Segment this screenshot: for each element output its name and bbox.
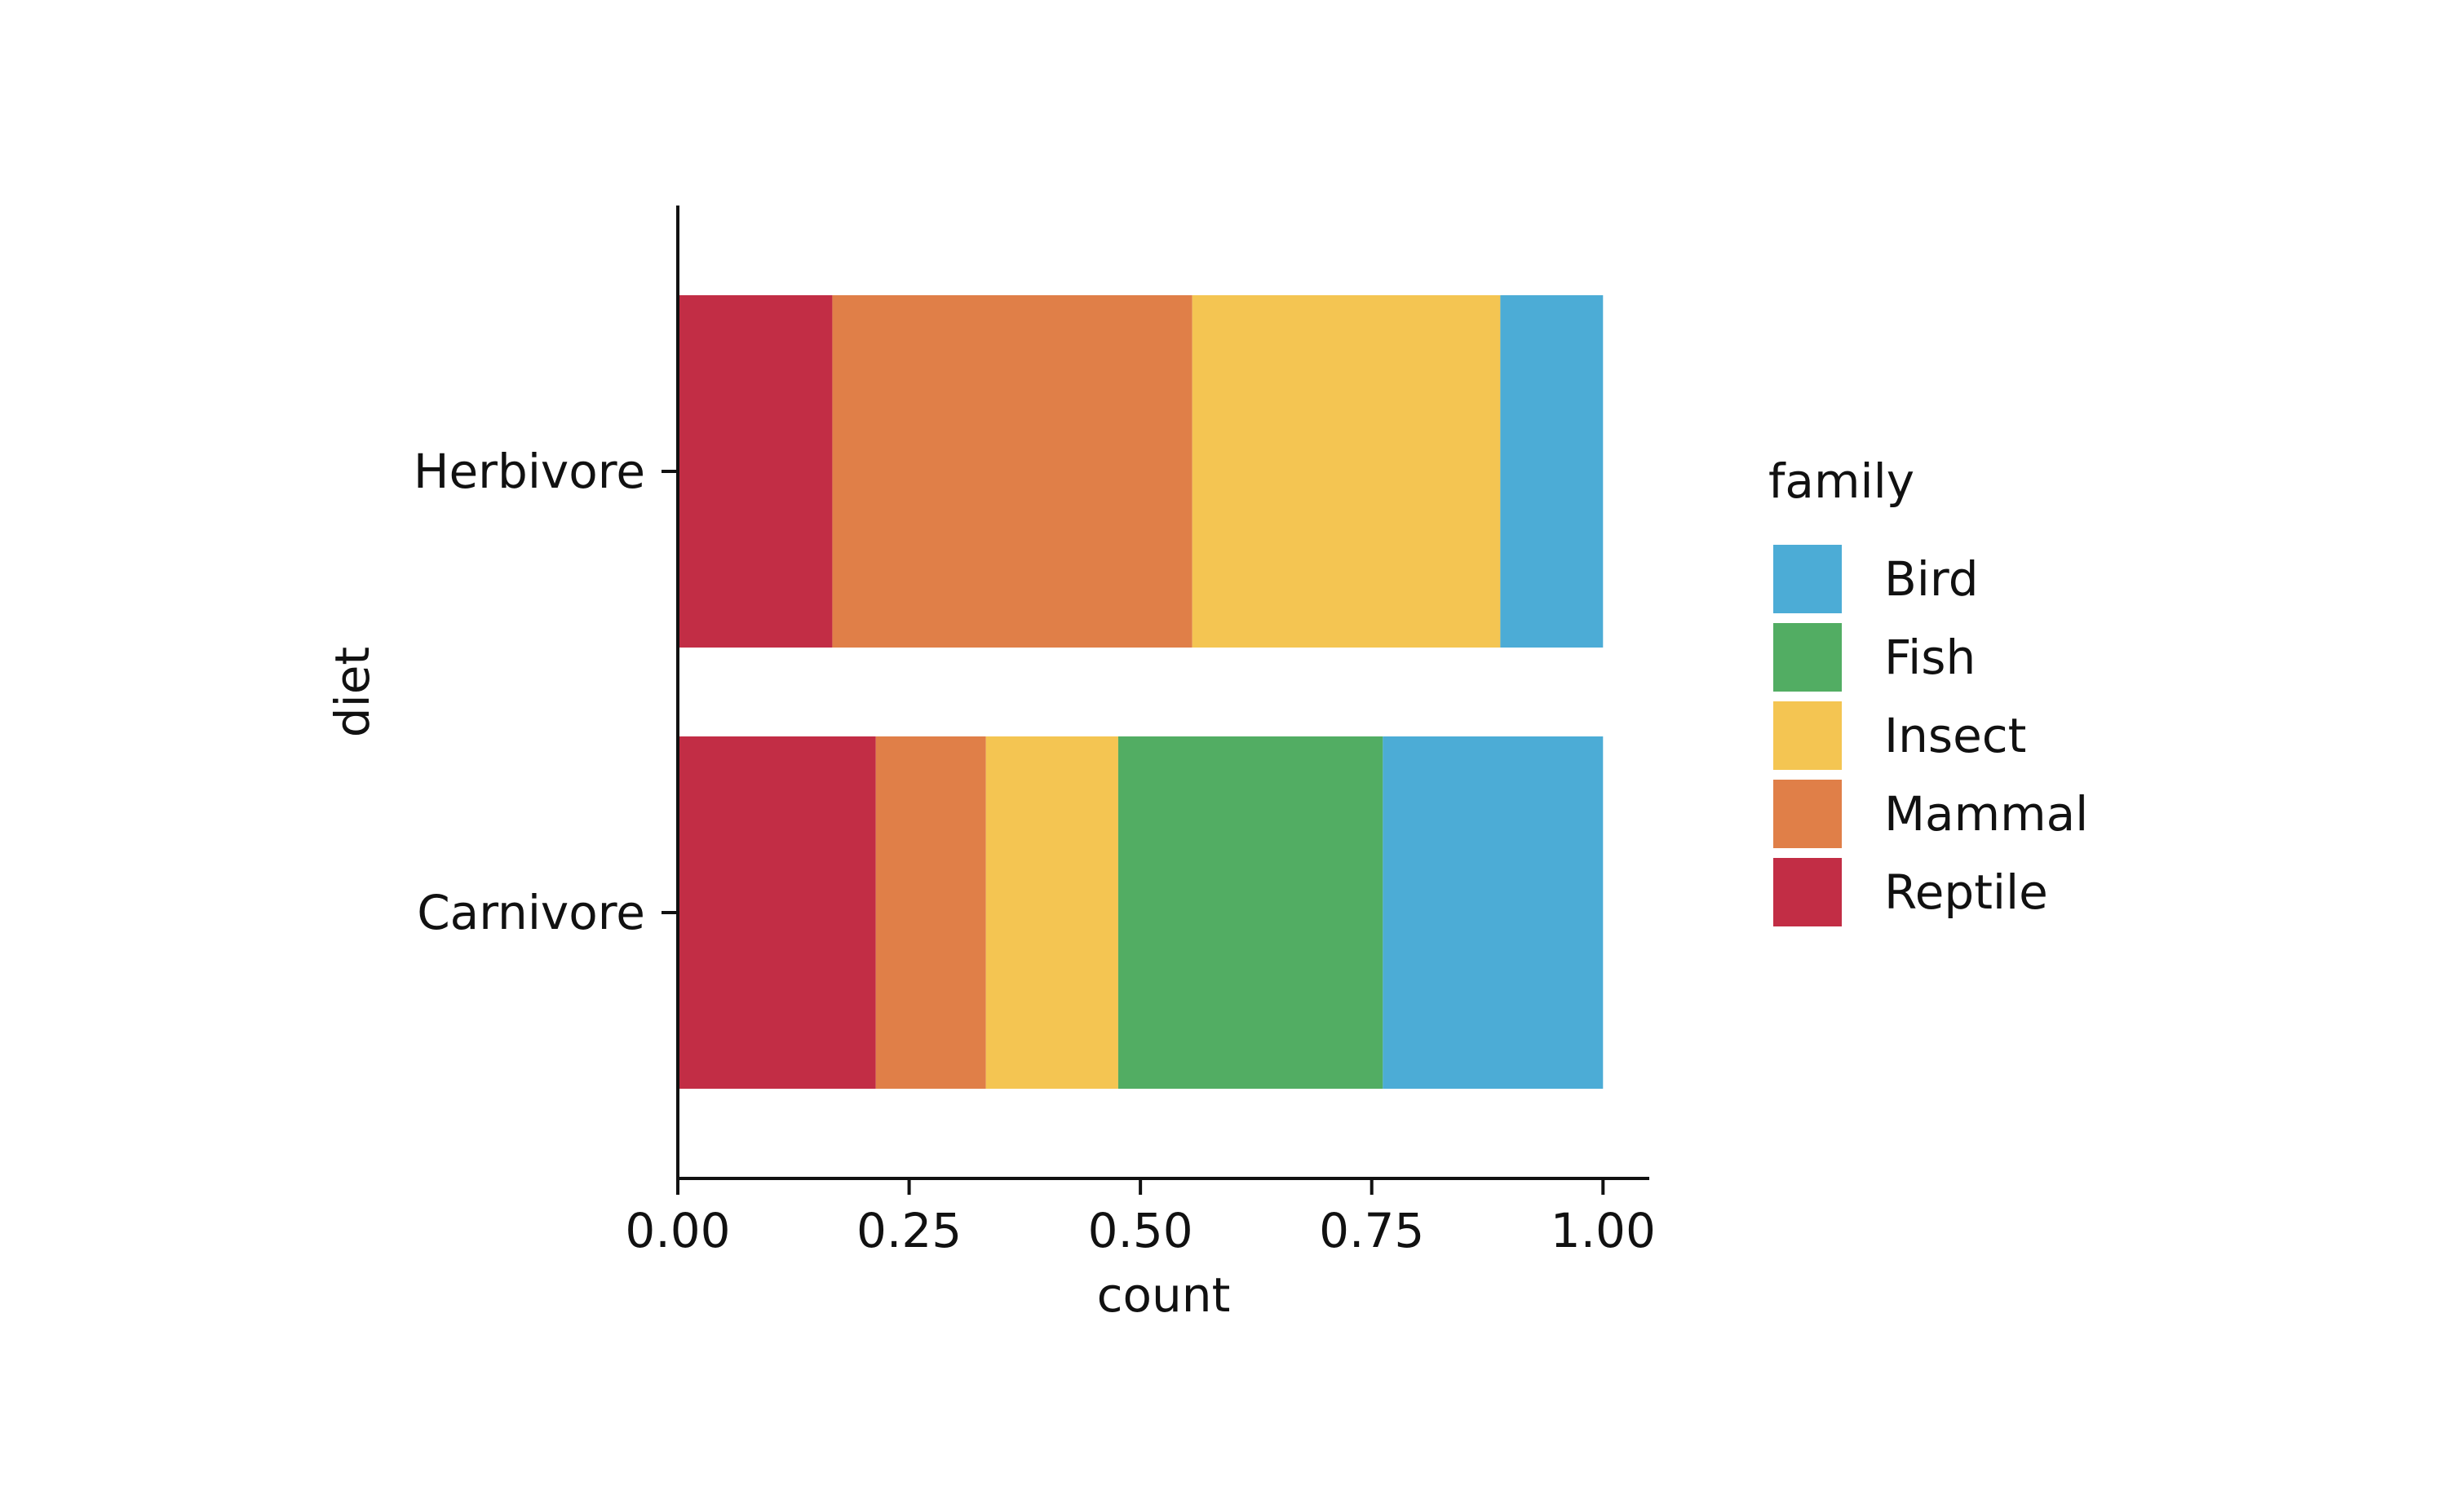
legend-swatch-mammal [1773, 780, 1842, 848]
legend-swatch-fish [1773, 623, 1842, 692]
bar-segment-herbivore-mammal [832, 295, 1193, 648]
legend-label-bird: Bird [1884, 551, 1979, 607]
bar-segment-herbivore-reptile [678, 295, 833, 648]
x-tick-label: 0.75 [1319, 1203, 1424, 1258]
y-category-label: Herbivore [414, 444, 645, 499]
legend-label-insect: Insect [1884, 708, 2026, 763]
axes-layer [676, 206, 1649, 1180]
x-tick-label: 1.00 [1551, 1203, 1656, 1258]
bar-segment-carnivore-mammal [875, 736, 986, 1089]
legend-swatch-bird [1773, 545, 1842, 613]
y-axis-ticks: Herbivore Carnivore [414, 444, 678, 940]
legend-swatch-insect [1773, 701, 1842, 770]
y-axis-title: diet [325, 647, 380, 737]
bars-layer [678, 295, 1604, 1089]
bar-segment-carnivore-fish [1117, 736, 1383, 1089]
bar-segment-herbivore-insect [1192, 295, 1501, 648]
legend-title: family [1768, 453, 1914, 509]
x-axis-title: count [1097, 1267, 1231, 1323]
x-tick-label: 0.25 [856, 1203, 962, 1258]
legend-label-fish: Fish [1884, 630, 1976, 685]
y-category-label: Carnivore [417, 885, 645, 940]
bar-segment-carnivore-reptile [678, 736, 876, 1089]
x-tick-label: 0.50 [1088, 1203, 1193, 1258]
legend: family Bird Fish Insect Mammal Reptile [1768, 453, 2088, 926]
legend-label-reptile: Reptile [1884, 864, 2048, 920]
bar-segment-carnivore-insect [985, 736, 1118, 1089]
legend-items: Bird Fish Insect Mammal Reptile [1773, 545, 2088, 926]
legend-label-mammal: Mammal [1884, 786, 2088, 842]
bar-segment-carnivore-bird [1383, 736, 1604, 1089]
bar-segment-herbivore-bird [1500, 295, 1604, 648]
x-tick-label: 0.00 [625, 1203, 730, 1258]
legend-swatch-reptile [1773, 858, 1842, 926]
x-axis-ticks: 0.00 0.25 0.50 0.75 1.00 [625, 1178, 1656, 1258]
